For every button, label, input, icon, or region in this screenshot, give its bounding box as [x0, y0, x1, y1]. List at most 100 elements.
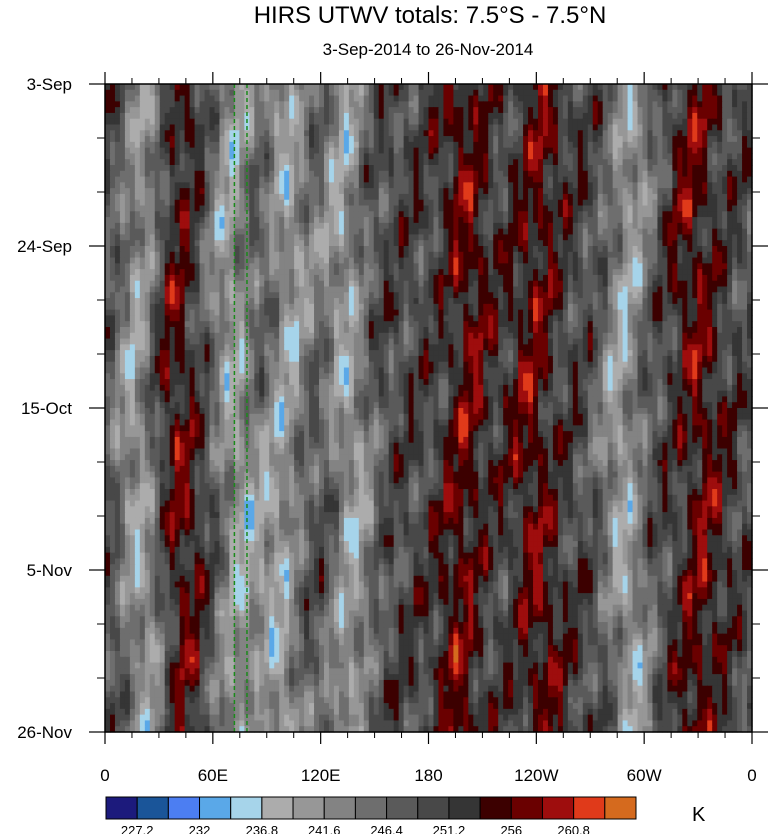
field-cell: [722, 147, 728, 155]
field-cell: [214, 188, 221, 195]
field-cell: [418, 269, 425, 276]
field-cell: [717, 84, 723, 91]
field-cell: [124, 205, 131, 212]
field-cell: [304, 147, 310, 155]
field-cell: [383, 286, 390, 293]
field-cell: [627, 101, 634, 108]
field-cell: [363, 188, 370, 195]
field-cell: [174, 234, 181, 241]
field-cell: [592, 240, 599, 247]
field-cell: [304, 303, 310, 311]
field-cell: [249, 124, 255, 131]
field-cell: [348, 269, 355, 276]
field-cell: [109, 130, 116, 137]
field-cell: [478, 136, 484, 143]
field-cell: [124, 165, 131, 172]
field-cell: [174, 95, 181, 102]
field-cell: [328, 222, 335, 230]
field-cell: [159, 112, 166, 120]
field-cell: [139, 101, 146, 108]
field-cell: [692, 147, 698, 155]
field-cell: [508, 147, 514, 155]
field-cell: [528, 118, 534, 126]
field-cell: [433, 165, 440, 172]
field-cell: [627, 234, 634, 241]
field-cell: [537, 165, 544, 172]
field-cell: [323, 228, 330, 236]
field-cell: [672, 211, 678, 218]
field-cell: [672, 101, 678, 108]
field-cell: [105, 107, 111, 114]
field-cell: [209, 101, 216, 108]
field-cell: [423, 222, 430, 230]
field-cell: [403, 159, 410, 166]
field-cell: [239, 246, 245, 253]
field-cell: [343, 234, 350, 241]
field-cell: [742, 107, 748, 114]
field-cell: [528, 280, 534, 288]
field-cell: [249, 182, 255, 189]
field-cell: [478, 130, 484, 137]
field-cell: [159, 188, 166, 195]
field-cell: [184, 95, 191, 102]
field-cell: [632, 165, 639, 172]
field-cell: [727, 112, 733, 120]
field-cell: [533, 95, 539, 102]
field-cell: [109, 199, 116, 207]
field-cell: [717, 217, 723, 224]
field-cell: [194, 165, 201, 172]
field-cell: [149, 170, 156, 178]
field-cell: [488, 205, 494, 212]
field-cell: [707, 147, 713, 155]
field-cell: [707, 298, 713, 305]
field-cell: [244, 141, 250, 149]
field-cell: [124, 292, 131, 299]
field-cell: [159, 234, 166, 241]
field-cell: [259, 263, 265, 270]
field-cell: [582, 199, 589, 207]
field-cell: [448, 153, 454, 160]
field-cell: [518, 269, 524, 276]
field-cell: [513, 159, 519, 166]
field-cell: [333, 193, 340, 201]
field-cell: [323, 182, 330, 189]
field-cell: [732, 101, 738, 108]
field-cell: [184, 176, 191, 183]
field-cell: [448, 269, 454, 276]
field-cell: [498, 124, 504, 131]
field-cell: [657, 84, 664, 91]
field-cell: [194, 118, 201, 126]
field-cell: [647, 188, 654, 195]
field-cell: [348, 165, 355, 172]
field-cell: [697, 234, 703, 241]
field-cell: [582, 159, 589, 166]
field-cell: [274, 124, 280, 131]
field-cell: [572, 246, 579, 253]
field-cell: [373, 222, 380, 230]
field-cell: [229, 147, 235, 155]
field-cell: [224, 303, 231, 311]
field-cell: [742, 170, 748, 178]
field-cell: [597, 159, 604, 166]
field-cell: [274, 199, 280, 207]
field-cell: [134, 199, 141, 207]
field-cell: [747, 199, 753, 207]
field-cell: [702, 263, 708, 270]
field-cell: [657, 130, 664, 137]
field-cell: [304, 257, 310, 264]
field-cell: [727, 101, 733, 108]
field-cell: [134, 153, 141, 160]
field-cell: [343, 205, 350, 212]
field-cell: [309, 211, 315, 218]
field-cell: [652, 147, 659, 155]
field-cell: [612, 217, 619, 224]
field-cell: [343, 286, 350, 293]
field-cell: [523, 182, 529, 189]
field-cell: [194, 263, 201, 270]
field-cell: [358, 193, 365, 201]
field-cell: [533, 240, 539, 247]
field-cell: [159, 89, 166, 97]
field-cell: [627, 222, 634, 230]
field-cell: [154, 269, 161, 276]
field-cell: [577, 107, 584, 114]
